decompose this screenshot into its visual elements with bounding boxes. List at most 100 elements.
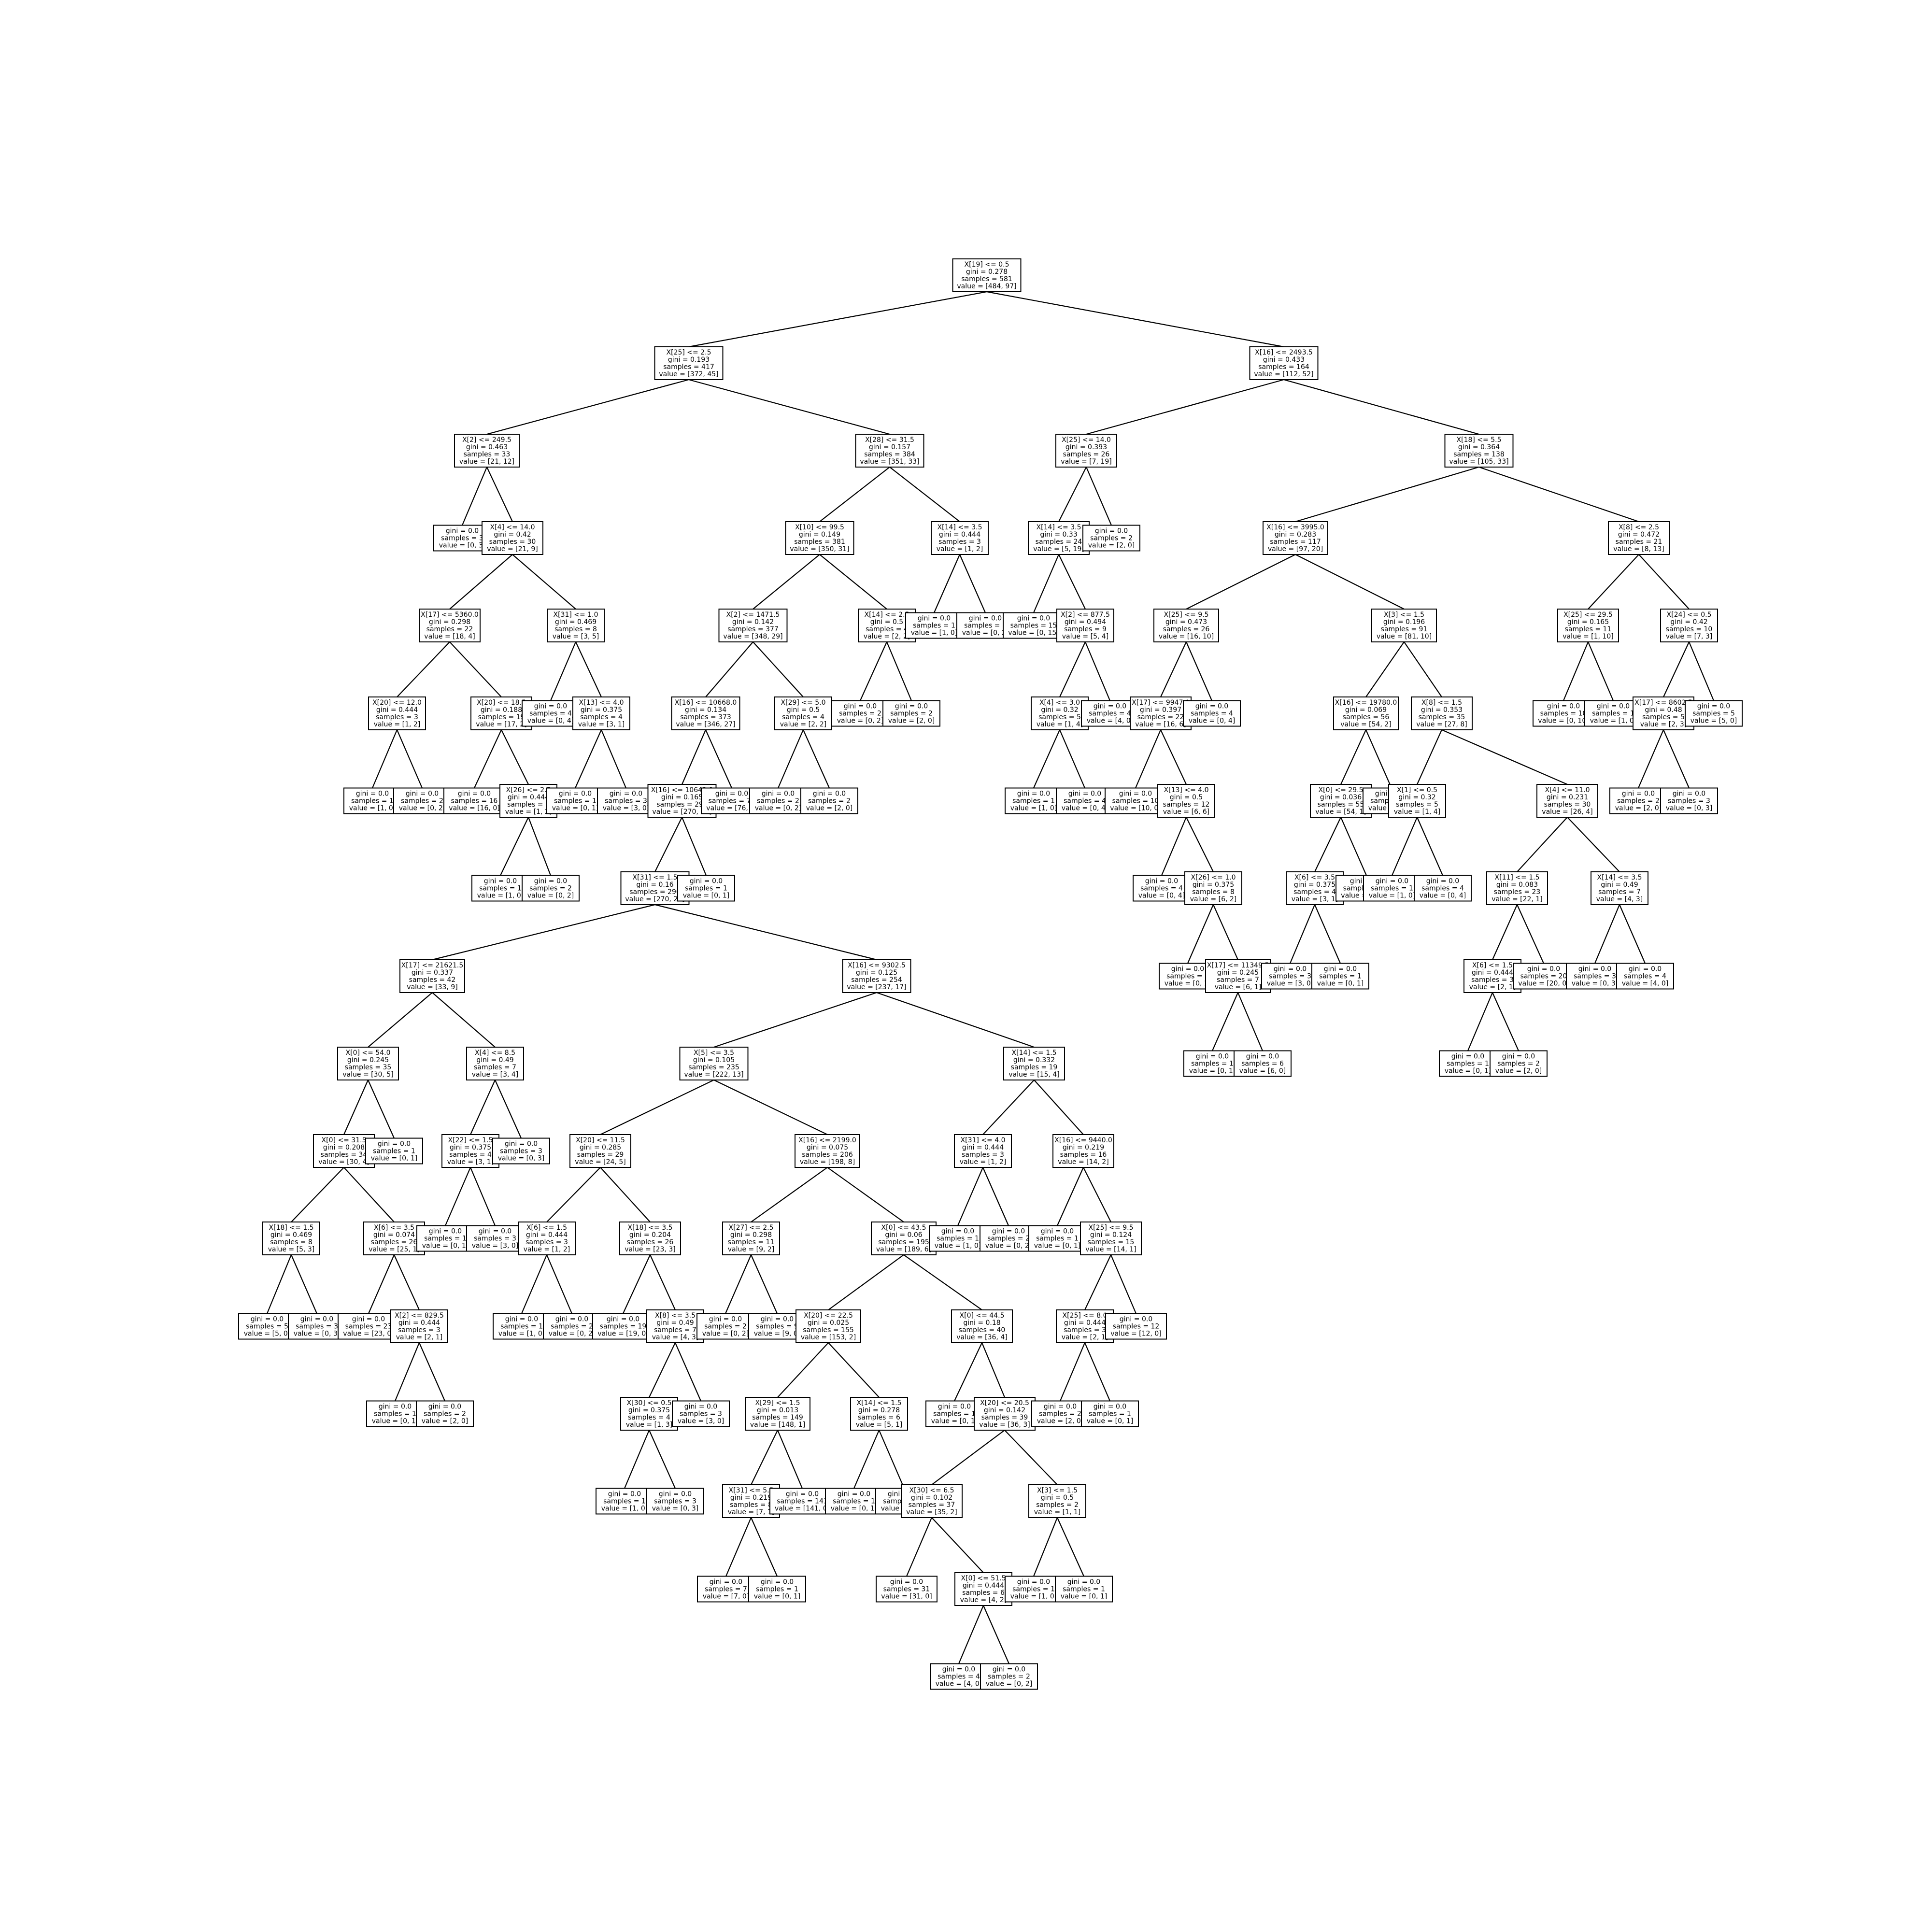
node-label-line: gini = 0.0	[709, 1316, 742, 1323]
node-label-line: X[30] <= 6.5	[909, 1487, 954, 1494]
tree-edge	[1033, 1517, 1058, 1577]
node-label-line: X[13] <= 4.0	[579, 699, 624, 707]
node-label-line: value = [0, 3]	[498, 1155, 545, 1163]
tree-edge	[649, 1254, 676, 1310]
node-label-line: value = [0, 1]	[1445, 1067, 1492, 1075]
node-label-line: X[4] <= 3.0	[1039, 699, 1080, 707]
node-label-line: value = [4, 0]	[936, 1680, 982, 1688]
node-label-line: samples = 1	[351, 797, 394, 805]
tree-edge	[432, 904, 655, 961]
tree-edge	[654, 817, 682, 872]
node-box	[1333, 696, 1399, 730]
tree-edge	[1211, 992, 1239, 1051]
tree-edge	[550, 641, 577, 701]
node-label-line: samples = 16	[451, 797, 498, 805]
node-label-line: samples = 3	[474, 1235, 516, 1243]
tree-edge	[1135, 729, 1162, 788]
tree-edge	[1084, 1342, 1111, 1401]
tree-edge	[600, 1167, 651, 1222]
node-box	[1153, 609, 1219, 642]
node-label-line: samples = 1	[1063, 1586, 1105, 1593]
node-label-line: X[14] <= 1.5	[1012, 1049, 1057, 1057]
node-box	[522, 875, 580, 902]
node-label-line: gini = 0.337	[412, 969, 453, 977]
tree-edge	[753, 554, 820, 610]
tree-edge	[1365, 729, 1392, 788]
tree-edge	[371, 729, 398, 788]
node-label-line: gini = 0.0	[1451, 1053, 1484, 1061]
tree-edge	[886, 641, 912, 701]
node-box	[646, 1309, 704, 1343]
tree-edge	[1662, 729, 1690, 788]
tree-edge	[291, 1167, 344, 1222]
node-label-line: gini = 0.0	[446, 527, 479, 535]
node-label-line: samples = 373	[680, 713, 731, 721]
node-label-line: samples = 2	[757, 797, 799, 805]
node-label-line: samples = 8	[554, 625, 597, 633]
node-label-line: gini = 0.0	[534, 703, 567, 710]
node-label-line: samples = 2	[1617, 797, 1660, 805]
node-label-line: gini = 0.0	[941, 1228, 974, 1236]
node-label-line: X[13] <= 4.0	[1164, 786, 1209, 794]
node-label-line: X[6] <= 3.5	[374, 1224, 414, 1232]
node-label-line: samples = 2	[704, 1323, 747, 1331]
node-label-line: X[22] <= 1.5	[448, 1136, 493, 1144]
tree-edge	[1391, 817, 1418, 876]
node-label-line: X[10] <= 99.5	[795, 524, 844, 531]
node-label-line: gini = 0.0	[1068, 790, 1101, 798]
node-label-line: gini = 0.0	[1095, 527, 1128, 535]
node-label-line: gini = 0.0	[918, 615, 951, 623]
node-box	[547, 609, 605, 642]
node-label-line: samples = 3	[654, 1498, 696, 1506]
tree-edge	[368, 992, 433, 1048]
tree-edge	[469, 1080, 496, 1135]
node-label-line: gini = 0.0	[1017, 615, 1050, 623]
tree-edge	[461, 467, 488, 526]
node-label-line: X[0] <= 44.5	[960, 1312, 1005, 1320]
node-box	[931, 521, 989, 555]
node-label-line: samples = 37	[909, 1501, 955, 1509]
node-label-line: value = [5, 19]	[1033, 545, 1084, 553]
tree-edge	[1619, 904, 1646, 964]
node-label-line: X[16] <= 9440.0	[1054, 1136, 1112, 1144]
tree-edge	[751, 1430, 778, 1485]
node-box	[1411, 696, 1473, 730]
tree-edge	[878, 1430, 905, 1489]
tree-edge	[1059, 641, 1086, 697]
node-label-line: samples = 42	[409, 976, 456, 984]
node-label-line: value = [10, 0]	[1110, 805, 1161, 812]
node-label-line: gini = 0.444	[526, 1231, 568, 1239]
node-label-line: gini = 0.208	[323, 1144, 365, 1151]
node-box	[416, 1225, 474, 1252]
node-label-line: gini = 0.285	[580, 1144, 621, 1151]
tree-edge	[827, 1167, 904, 1222]
node-label-line: X[4] <= 14.0	[490, 524, 535, 531]
node-label-line: samples = 35	[345, 1064, 392, 1071]
node-label-line: value = [4, 2]	[960, 1596, 1007, 1604]
node-label-line: samples = 26	[627, 1238, 674, 1246]
tree-edge	[1340, 817, 1367, 876]
node-label-line: samples = 15	[1088, 1238, 1135, 1246]
node-box	[1082, 525, 1140, 552]
node-label-line: X[16] <= 2493.5	[1255, 349, 1313, 356]
node-label-line: gini = 0.0	[1274, 966, 1307, 973]
node-label-line: X[26] <= 2.5	[506, 786, 551, 794]
node-label-line: X[25] <= 14.0	[1062, 436, 1111, 444]
